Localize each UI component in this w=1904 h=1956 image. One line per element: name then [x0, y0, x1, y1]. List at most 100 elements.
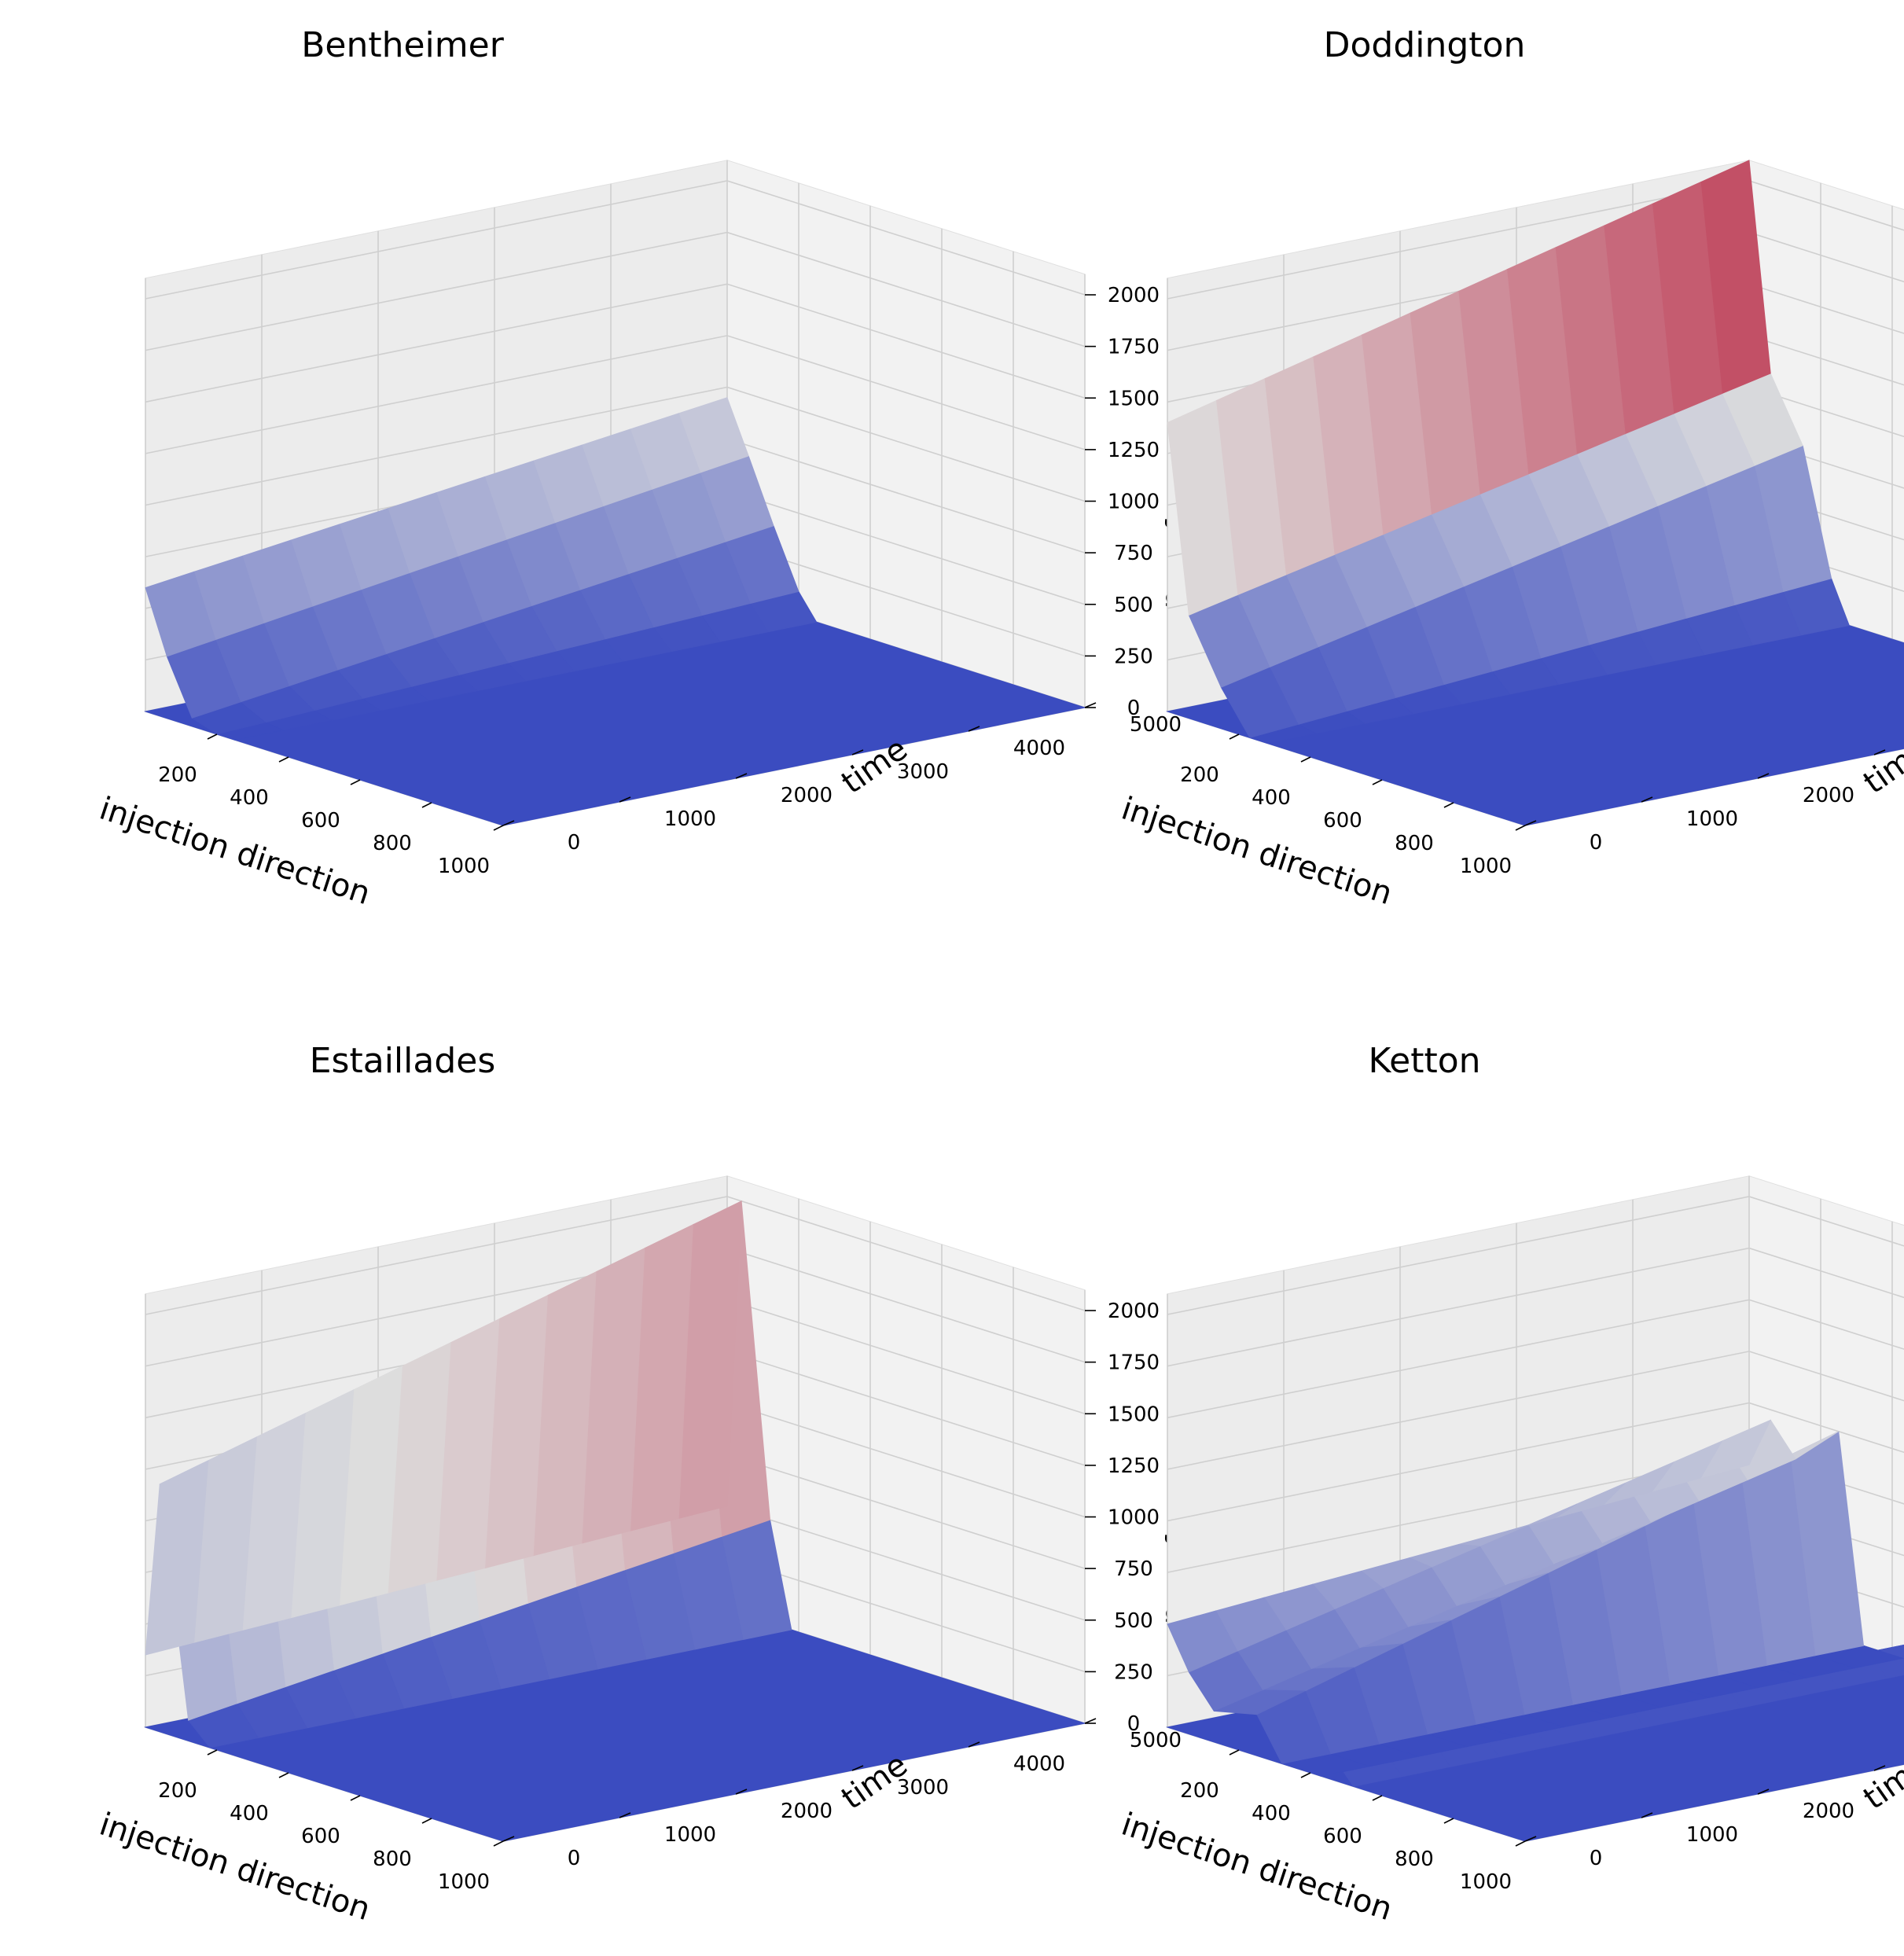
z-tick-label: 0 [1127, 697, 1141, 720]
x-tick-label: 800 [373, 1848, 412, 1871]
chart-panel-doddington: 2004006008001000010002000300040005000025… [1117, 25, 1904, 912]
chart-title: Bentheimer [301, 25, 505, 65]
y-tick-label: 0 [1590, 831, 1603, 855]
z-tick-label: 750 [1114, 542, 1153, 565]
y-tick [1641, 796, 1653, 803]
x-tick-label: 600 [1323, 1825, 1362, 1848]
y-tick-label: 2000 [781, 1800, 833, 1823]
x-tick [1443, 802, 1454, 808]
y-tick-label: 1000 [664, 1823, 716, 1847]
z-tick-label: 1000 [1108, 1506, 1160, 1530]
y-tick-label: 5000 [1130, 1729, 1182, 1752]
surface-facet [1167, 400, 1238, 616]
axis-lines [1229, 1749, 1886, 1847]
y-tick-label: 3000 [897, 760, 949, 784]
x-tick-label: 1000 [438, 1870, 490, 1894]
x-tick [278, 756, 289, 763]
y-tick-label: 0 [1590, 1847, 1603, 1870]
y-tick [968, 1741, 980, 1748]
y-tick [502, 820, 515, 826]
x-tick-label: 1000 [1460, 1870, 1512, 1894]
chart-panel-bentheimer: 2004006008001000010002000300040005000025… [95, 25, 1207, 912]
y-tick-label: 5000 [1130, 713, 1182, 737]
x-tick [1372, 1795, 1383, 1801]
y-tick [619, 796, 631, 803]
x-tick [1443, 1818, 1454, 1824]
y-tick [619, 1812, 631, 1818]
x-tick [1372, 779, 1383, 785]
chart-panel-ketton: 2004006008001000010002000300040005000025… [1117, 1041, 1904, 1928]
x-tick [207, 1749, 218, 1756]
x-tick [1515, 1840, 1526, 1847]
axis-lines [207, 294, 1097, 831]
x-tick-label: 1000 [438, 855, 490, 878]
y-tick-label: 4000 [1013, 737, 1065, 760]
y-tick [968, 726, 980, 732]
x-tick-label: 200 [158, 1779, 197, 1803]
x-tick [350, 1795, 361, 1801]
y-tick-label: 2000 [1803, 784, 1854, 807]
z-tick-label: 1750 [1108, 336, 1160, 359]
x-tick-label: 200 [158, 763, 197, 787]
z-tick-label: 500 [1114, 1609, 1153, 1633]
x-tick-label: 1000 [1460, 855, 1512, 878]
y-tick-label: 3000 [897, 1776, 949, 1800]
x-tick [493, 825, 504, 831]
x-tick [1515, 825, 1526, 831]
x-tick-label: 400 [230, 786, 269, 810]
y-tick-label: 0 [568, 1847, 581, 1870]
x-tick-label: 200 [1180, 1779, 1219, 1803]
y-tick [1873, 749, 1886, 756]
x-tick-label: 400 [1252, 1802, 1291, 1825]
y-tick [1641, 1812, 1653, 1818]
x-tick [1229, 1749, 1240, 1756]
axis-lines [1229, 734, 1886, 831]
z-tick-label: 250 [1114, 1660, 1153, 1684]
y-tick [1757, 1789, 1770, 1795]
z-tick-label: 1000 [1108, 491, 1160, 514]
y-tick [735, 773, 748, 779]
x-tick-label: 800 [1395, 832, 1434, 855]
surface-facet [145, 1460, 209, 1656]
surface-facet [1167, 1610, 1238, 1673]
y-tick [1757, 773, 1770, 779]
x-tick [493, 1840, 504, 1847]
surface [144, 397, 1086, 826]
x-tick [1300, 756, 1311, 763]
x-tick-label: 800 [373, 832, 412, 855]
y-tick [502, 1836, 515, 1842]
y-tick [1873, 1765, 1886, 1771]
chart-panel-estaillades: 2004006008001000010002000300040005000025… [95, 1041, 1207, 1928]
x-tick-label: 800 [1395, 1848, 1434, 1871]
x-tick-label: 600 [1323, 809, 1362, 833]
y-tick [851, 749, 864, 756]
y-tick [1084, 1718, 1097, 1724]
surface [1166, 160, 1904, 826]
z-tick-label: 2000 [1108, 284, 1160, 307]
x-tick-label: 400 [1252, 786, 1291, 810]
z-tick-label: 2000 [1108, 1300, 1160, 1323]
y-tick [735, 1789, 748, 1795]
x-tick-label: 400 [230, 1802, 269, 1825]
x-tick [350, 779, 361, 785]
axis-lines [207, 1310, 1097, 1847]
y-tick-label: 1000 [1686, 1823, 1738, 1847]
surface [1166, 1419, 1904, 1842]
chart-title: Doddington [1324, 25, 1526, 65]
y-tick-label: 1000 [664, 807, 716, 831]
x-tick [207, 734, 218, 740]
chart-title: Estaillades [310, 1041, 496, 1081]
x-tick-label: 200 [1180, 763, 1219, 787]
y-tick-label: 0 [568, 831, 581, 855]
x-tick [1300, 1772, 1311, 1778]
y-tick-label: 2000 [781, 784, 833, 807]
y-tick-label: 1000 [1686, 807, 1738, 831]
z-tick-label: 0 [1127, 1712, 1141, 1736]
z-tick-label: 250 [1114, 645, 1153, 668]
y-tick [1524, 820, 1537, 826]
x-tick [421, 1818, 432, 1824]
y-tick [1084, 702, 1097, 708]
y-tick-label: 4000 [1013, 1752, 1065, 1776]
x-tick [1229, 734, 1240, 740]
